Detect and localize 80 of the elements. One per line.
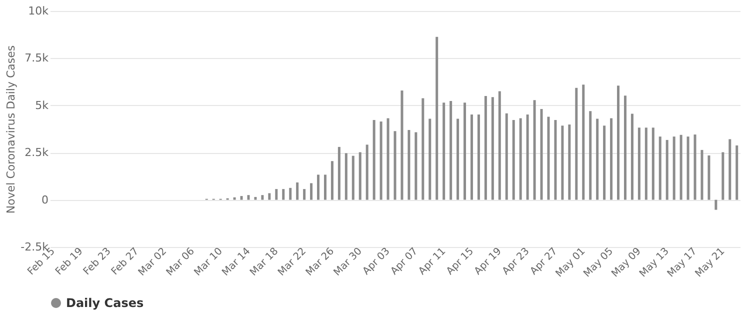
bar (450, 101, 452, 200)
bar (533, 100, 536, 200)
bar (644, 128, 648, 200)
bar (372, 120, 376, 200)
bar (498, 91, 501, 200)
bar (464, 102, 466, 200)
bar (624, 96, 626, 200)
bar (470, 114, 473, 200)
bar (310, 183, 313, 200)
bar (561, 126, 564, 200)
y-tick-label: 0 (42, 193, 48, 206)
bar (686, 136, 690, 200)
bar (428, 118, 432, 200)
bar (324, 174, 326, 200)
bar (603, 126, 606, 200)
bar (700, 150, 704, 200)
y-axis-title: Novel Coronavirus Daily Cases (4, 45, 18, 214)
bar (638, 128, 640, 200)
bar (394, 131, 396, 200)
bar (630, 114, 634, 200)
bar (275, 189, 278, 200)
bar (317, 174, 320, 200)
bar (408, 130, 410, 200)
bar (512, 120, 515, 200)
bar (330, 161, 334, 200)
bar (254, 196, 257, 200)
bar (338, 146, 340, 200)
bar (358, 152, 362, 200)
bar (505, 113, 508, 200)
bar (554, 120, 557, 200)
bar (610, 118, 613, 200)
y-tick-label: 7.5k (24, 52, 50, 65)
bar (380, 121, 382, 200)
bar (658, 136, 662, 200)
bar (268, 193, 271, 200)
bar (714, 200, 718, 210)
bar (233, 197, 236, 200)
bar (422, 98, 424, 200)
bar (666, 140, 668, 200)
bar (519, 118, 522, 200)
bar (386, 118, 390, 200)
bar (722, 152, 724, 200)
bar (582, 84, 585, 200)
bar (652, 128, 654, 200)
bar (477, 114, 480, 200)
bar (526, 114, 529, 200)
y-tick-label: 2.5k (24, 146, 50, 160)
bar (240, 196, 243, 200)
bar (568, 124, 571, 200)
bar (736, 145, 738, 200)
bar (596, 118, 599, 200)
bar (442, 102, 446, 200)
legend-label: Daily Cases (66, 296, 144, 310)
bar (484, 96, 487, 200)
bar (366, 144, 368, 200)
bar (282, 189, 285, 200)
bar (575, 88, 578, 200)
bar (680, 134, 682, 200)
bar (708, 155, 710, 200)
bar (491, 97, 494, 200)
bar (589, 111, 592, 200)
bar (247, 195, 250, 200)
bar (400, 90, 404, 200)
y-tick-label: 10k (28, 4, 50, 18)
bar (344, 153, 348, 200)
bar (436, 36, 438, 200)
bar (728, 139, 732, 200)
bar (694, 134, 696, 200)
bar (289, 188, 292, 200)
bar (414, 132, 418, 200)
bar (547, 116, 550, 200)
bar (296, 182, 299, 200)
bar (456, 118, 460, 200)
bar (540, 108, 543, 200)
bar (303, 189, 306, 200)
bar (617, 86, 620, 200)
bar (672, 136, 676, 200)
bar (261, 195, 264, 200)
y-tick-label: 5k (35, 98, 50, 112)
bar (352, 156, 354, 200)
